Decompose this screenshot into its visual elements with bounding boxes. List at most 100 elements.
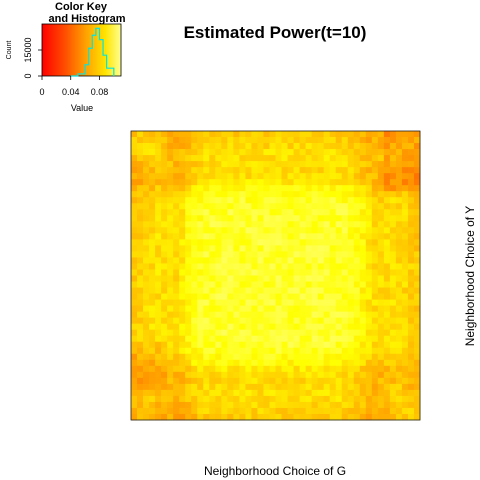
heatmap-cell bbox=[401, 371, 409, 379]
heatmap-cell bbox=[161, 329, 168, 337]
heatmap-cell bbox=[233, 251, 240, 258]
heatmap-cell bbox=[263, 299, 270, 306]
heatmap-cell bbox=[287, 353, 294, 361]
heatmap-cell bbox=[389, 341, 397, 349]
heatmap-cell bbox=[305, 341, 313, 349]
heatmap-cell bbox=[245, 143, 252, 150]
heatmap-cell bbox=[251, 173, 258, 180]
heatmap-cell bbox=[245, 335, 252, 343]
heatmap-cell bbox=[257, 311, 264, 319]
heatmap-cell bbox=[137, 359, 144, 367]
heatmap-cell bbox=[383, 311, 391, 319]
heatmap-cell bbox=[359, 389, 367, 397]
heatmap-cell bbox=[197, 413, 204, 421]
heatmap-cell bbox=[173, 137, 180, 144]
heatmap-cell bbox=[299, 173, 306, 180]
heatmap-cell bbox=[197, 191, 204, 198]
heatmap-cell bbox=[353, 359, 361, 367]
heatmap-cell bbox=[257, 179, 264, 186]
heatmap-cell bbox=[371, 305, 379, 313]
heatmap-cell bbox=[251, 185, 258, 192]
heatmap-cell bbox=[287, 233, 294, 240]
heatmap-cell bbox=[317, 239, 325, 246]
heatmap-cell bbox=[149, 287, 156, 294]
heatmap-cell bbox=[383, 215, 391, 222]
heatmap-cell bbox=[251, 137, 258, 144]
heatmap-cell bbox=[179, 269, 186, 276]
heatmap-cell bbox=[293, 269, 300, 276]
heatmap-cell bbox=[263, 389, 270, 397]
heatmap-cell bbox=[143, 227, 150, 234]
heatmap-cell bbox=[293, 215, 300, 222]
heatmap-cell bbox=[317, 329, 325, 337]
heatmap-cell bbox=[281, 215, 288, 222]
heatmap-cell bbox=[161, 203, 168, 210]
heatmap-cell bbox=[413, 191, 421, 198]
heatmap-cell bbox=[239, 149, 246, 156]
heatmap-cell bbox=[131, 149, 138, 156]
heatmap-cell bbox=[413, 311, 421, 319]
heatmap-cell bbox=[407, 167, 415, 174]
heatmap-cell bbox=[275, 179, 282, 186]
heatmap-cell bbox=[359, 251, 367, 258]
heatmap-cell bbox=[161, 401, 168, 409]
heatmap-cell bbox=[299, 359, 306, 367]
heatmap-cell bbox=[329, 185, 337, 192]
heatmap-cell bbox=[407, 221, 415, 228]
heatmap-cell bbox=[299, 161, 306, 168]
heatmap-cell bbox=[323, 359, 331, 367]
color-key-x-tick-label: 0.08 bbox=[91, 87, 109, 97]
heatmap-cell bbox=[353, 131, 361, 138]
heatmap-cell bbox=[341, 407, 349, 415]
heatmap-cell bbox=[317, 293, 325, 300]
heatmap-cell bbox=[161, 335, 168, 343]
heatmap-cell bbox=[299, 251, 306, 258]
heatmap-cell bbox=[245, 215, 252, 222]
heatmap-cell bbox=[149, 143, 156, 150]
heatmap-cell bbox=[275, 341, 282, 349]
heatmap-cell bbox=[269, 221, 276, 228]
heatmap-cell bbox=[323, 413, 331, 421]
heatmap-cell bbox=[155, 371, 162, 379]
heatmap-cell bbox=[335, 149, 343, 156]
heatmap-cell bbox=[413, 293, 421, 300]
heatmap-cell bbox=[263, 311, 270, 319]
heatmap-cell bbox=[233, 269, 240, 276]
heatmap-cell bbox=[191, 389, 198, 397]
heatmap-cell bbox=[371, 281, 379, 288]
heatmap-cell bbox=[155, 401, 162, 409]
heatmap-cell bbox=[329, 317, 337, 325]
heatmap-cell bbox=[341, 251, 349, 258]
heatmap-cell bbox=[245, 197, 252, 204]
heatmap-cell bbox=[371, 353, 379, 361]
heatmap-cell bbox=[401, 359, 409, 367]
heatmap-cell bbox=[407, 143, 415, 150]
heatmap-cell bbox=[185, 323, 192, 331]
heatmap-cell bbox=[155, 215, 162, 222]
heatmap-cell bbox=[365, 227, 373, 234]
heatmap-cell bbox=[275, 257, 282, 264]
heatmap-cell bbox=[191, 185, 198, 192]
heatmap-cell bbox=[161, 299, 168, 306]
heatmap-cell bbox=[371, 173, 379, 180]
heatmap-cell bbox=[179, 293, 186, 300]
heatmap-cell bbox=[167, 395, 174, 403]
heatmap-cell bbox=[161, 365, 168, 373]
heatmap-cell bbox=[155, 305, 162, 313]
heatmap-cell bbox=[401, 155, 409, 162]
heatmap-cell bbox=[389, 329, 397, 337]
heatmap-cell bbox=[143, 407, 150, 415]
heatmap-cell bbox=[251, 311, 258, 319]
heatmap-cell bbox=[221, 377, 228, 385]
heatmap-cell bbox=[281, 137, 288, 144]
heatmap-cell bbox=[311, 377, 319, 385]
heatmap-cell bbox=[137, 143, 144, 150]
heatmap-cell bbox=[161, 257, 168, 264]
heatmap-cell bbox=[305, 359, 313, 367]
heatmap-cell bbox=[239, 191, 246, 198]
heatmap-cell bbox=[257, 341, 264, 349]
heatmap-cell bbox=[257, 191, 264, 198]
heatmap-cell bbox=[263, 359, 270, 367]
heatmap-cell bbox=[305, 389, 313, 397]
heatmap-cell bbox=[359, 323, 367, 331]
